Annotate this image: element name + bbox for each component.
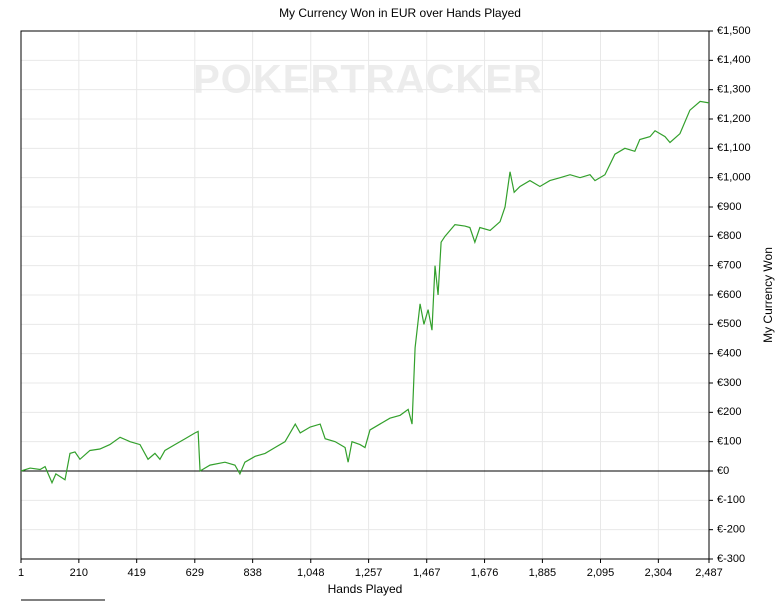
y-tick-label: €-100	[717, 494, 745, 506]
y-tick-label: €200	[717, 406, 741, 418]
x-tick-label: 2,487	[695, 567, 723, 579]
y-tick-label: €1,200	[717, 113, 751, 125]
x-tick-label: 210	[70, 567, 88, 579]
y-tick-label: €800	[717, 230, 741, 242]
y-tick-label: €600	[717, 289, 741, 301]
y-tick-label: €1,000	[717, 172, 751, 184]
x-tick-label: 629	[186, 567, 204, 579]
y-tick-label: €1,500	[717, 25, 751, 37]
y-tick-label: €0	[717, 465, 729, 477]
chart-title: My Currency Won in EUR over Hands Played	[279, 6, 521, 20]
x-tick-label: 1	[18, 567, 24, 579]
data-line	[20, 100, 710, 485]
x-tick-label: 1,467	[413, 567, 441, 579]
y-axis-label: My Currency Won	[761, 247, 775, 343]
y-tick-label: €400	[717, 348, 741, 360]
y-tick-label: €100	[717, 436, 741, 448]
x-tick-label: 419	[128, 567, 146, 579]
y-tick-label: €900	[717, 201, 741, 213]
x-tick-label: 1,048	[297, 567, 325, 579]
y-tick-label: €300	[717, 377, 741, 389]
x-axis-label: Hands Played	[328, 582, 403, 596]
plot-frame	[20, 30, 710, 560]
x-tick-label: 1,885	[529, 567, 557, 579]
y-tick-label: €1,400	[717, 54, 751, 66]
y-tick-label: €1,100	[717, 142, 751, 154]
y-tick-label: €500	[717, 318, 741, 330]
x-tick-label: 2,304	[645, 567, 673, 579]
y-tick-label: €-300	[717, 553, 745, 565]
y-tick-label: €700	[717, 260, 741, 272]
x-tick-label: 1,257	[355, 567, 383, 579]
x-tick-label: 2,095	[587, 567, 615, 579]
y-tick-label: €-200	[717, 524, 745, 536]
x-tick-label: 838	[243, 567, 261, 579]
watermark: POKERTRACKER	[193, 58, 543, 102]
y-tick-label: €1,300	[717, 84, 751, 96]
x-tick-label: 1,676	[471, 567, 499, 579]
